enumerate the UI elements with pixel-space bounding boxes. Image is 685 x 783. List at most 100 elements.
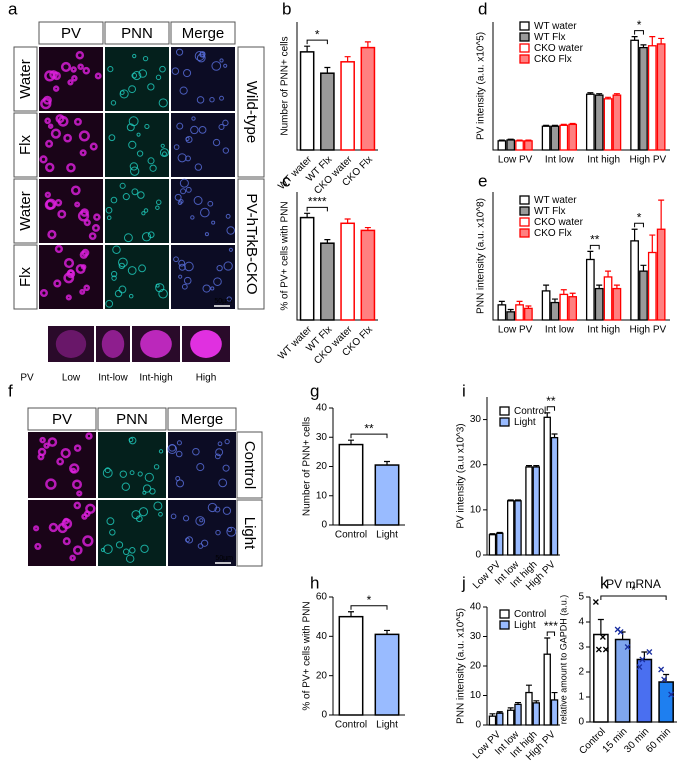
cell	[195, 516, 206, 526]
cell	[73, 444, 82, 452]
row-header: Control	[241, 441, 258, 489]
x-tick-label: Int high	[587, 325, 620, 336]
x-tick-label: High PV	[630, 325, 667, 336]
cell	[40, 97, 52, 110]
cell	[77, 210, 90, 222]
cell	[114, 289, 123, 298]
cell	[48, 522, 59, 533]
cell	[138, 69, 148, 78]
significance-label: *	[637, 210, 642, 224]
cell	[200, 539, 209, 547]
legend-swatch	[499, 609, 510, 619]
cell	[44, 162, 55, 173]
cell	[100, 547, 105, 552]
error-bar	[348, 439, 354, 445]
cell	[103, 544, 113, 554]
cell	[81, 248, 90, 257]
cell	[121, 482, 130, 491]
cell	[167, 444, 178, 455]
panel-label: j	[461, 573, 466, 592]
column-header: PNN	[116, 411, 148, 428]
cell	[83, 219, 91, 227]
error-bar	[364, 41, 371, 48]
legend-label: CKO water	[534, 43, 584, 54]
bar	[656, 228, 666, 321]
intensity-level: Int-low	[98, 373, 128, 384]
cell	[65, 294, 72, 301]
error-bar	[489, 533, 496, 535]
error-bar	[587, 250, 594, 260]
error-bar	[489, 713, 496, 717]
cell	[185, 186, 192, 193]
bar	[515, 304, 524, 321]
x-tick-label: High PV	[630, 155, 667, 166]
error-bar	[649, 234, 656, 253]
row-header: Water	[17, 191, 34, 230]
legend-label: WT water	[534, 21, 577, 32]
significance-label: *	[637, 18, 642, 32]
row-header: Flx	[17, 135, 34, 155]
cell	[108, 134, 116, 142]
error-bar	[544, 637, 551, 655]
micrograph	[171, 113, 235, 177]
micrograph	[105, 47, 169, 111]
intensity-example	[48, 326, 94, 362]
cell	[91, 223, 100, 232]
cell	[182, 515, 190, 522]
error-bar	[551, 124, 558, 127]
cell	[185, 536, 194, 544]
error-bar	[344, 56, 351, 62]
error-bar	[507, 499, 514, 501]
cell	[185, 136, 190, 141]
row-header-box	[236, 431, 263, 499]
significance-label: **	[590, 233, 600, 247]
cell	[101, 330, 125, 358]
cell	[191, 116, 196, 121]
cell	[144, 123, 150, 130]
cell	[56, 457, 65, 466]
y-tick-label: 0	[321, 520, 327, 531]
cell	[142, 484, 152, 493]
cell	[176, 122, 184, 130]
cell	[44, 117, 51, 125]
x-tick-label: Light	[376, 530, 398, 541]
column-header: Merge	[182, 25, 225, 42]
bar	[374, 633, 400, 716]
micrograph	[171, 179, 235, 243]
y-axis-label: PNN intensity (a.u. x10^5)	[456, 608, 467, 724]
intensity-level: Low	[62, 373, 81, 384]
cell	[43, 442, 50, 449]
legend-label: Control	[514, 609, 546, 620]
cell	[71, 75, 78, 82]
cell	[73, 501, 82, 510]
legend-label: CKO water	[534, 217, 584, 228]
y-tick-label: 30	[470, 631, 482, 642]
cell	[222, 147, 230, 154]
y-tick-label: 30	[316, 432, 328, 443]
row-header-box	[13, 46, 38, 112]
significance-label: **	[546, 394, 556, 408]
scale-bar-label: 50µm	[214, 298, 232, 305]
cell	[155, 283, 160, 288]
y-tick-label: 0	[475, 550, 481, 561]
cell	[222, 464, 230, 472]
cell	[159, 148, 169, 158]
bar	[647, 45, 657, 151]
cell	[136, 150, 144, 157]
intensity-level: Int-high	[139, 373, 172, 384]
cell	[74, 201, 81, 208]
bar	[338, 443, 364, 526]
cell	[210, 286, 215, 291]
panel-label: h	[310, 573, 319, 592]
y-axis-label: Number of PNN+ cells	[302, 417, 313, 516]
row-header-box	[236, 499, 263, 567]
cell	[122, 193, 130, 201]
cell	[137, 471, 143, 477]
cell	[89, 142, 98, 151]
cell	[198, 125, 207, 134]
cell	[183, 276, 192, 285]
cell	[159, 65, 166, 73]
cell	[119, 89, 129, 99]
cell	[75, 51, 85, 60]
cell	[110, 270, 118, 278]
